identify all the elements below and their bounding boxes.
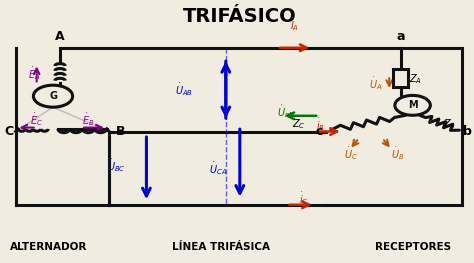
Text: $Z_A$: $Z_A$ [410,72,422,86]
Text: $Z_B$: $Z_B$ [443,117,456,130]
Text: $\dot{U}_{nN}$: $\dot{U}_{nN}$ [277,103,296,120]
Text: $\dot{E}_C$: $\dot{E}_C$ [30,111,43,128]
Text: $\dot{i}_C$: $\dot{i}_C$ [299,190,309,207]
Text: RECEPTORES: RECEPTORES [374,242,451,252]
Text: c: c [316,125,323,138]
Text: $\dot{I}_A$: $\dot{I}_A$ [290,17,299,33]
Text: A: A [55,29,65,43]
Text: B: B [116,125,126,138]
Text: $\dot{U}_{BC}$: $\dot{U}_{BC}$ [107,157,126,174]
Text: $Z_C$: $Z_C$ [292,117,305,130]
Text: $\dot{U}_B$: $\dot{U}_B$ [391,145,404,162]
Text: $\dot{U}_A$: $\dot{U}_A$ [369,75,382,92]
Text: ALTERNADOR: ALTERNADOR [9,242,87,252]
Text: $\dot{E}_A$: $\dot{E}_A$ [27,65,40,82]
Text: G: G [49,91,57,101]
Bar [393,69,409,87]
Text: $\dot{U}_C$: $\dot{U}_C$ [344,145,358,162]
Text: $\dot{i}_B$: $\dot{i}_B$ [316,117,325,133]
Circle shape [395,95,430,115]
Text: $\dot{U}_{CA}$: $\dot{U}_{CA}$ [210,160,228,176]
Text: b: b [463,125,472,138]
Text: LÍNEA TRIFÁSICA: LÍNEA TRIFÁSICA [172,242,270,252]
Text: $\dot{U}_{AB}$: $\dot{U}_{AB}$ [175,81,193,98]
Text: a: a [397,29,405,43]
Text: C: C [4,125,13,138]
Text: TRIFÁSICO: TRIFÁSICO [183,7,297,26]
Text: M: M [408,100,418,110]
Text: $\dot{E}_B$: $\dot{E}_B$ [82,111,94,128]
